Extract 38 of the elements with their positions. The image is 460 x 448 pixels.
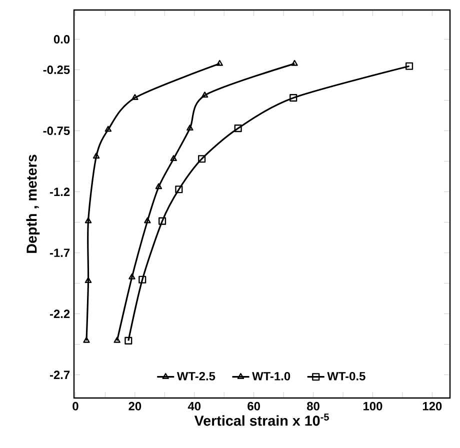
point [201,92,208,98]
point [198,155,206,163]
point [128,273,136,280]
y-tick-label: -0.75 [43,126,70,136]
point [186,124,194,131]
x-tick-label: 60 [248,402,260,410]
point [138,276,146,284]
point [124,336,132,344]
legend-label: WT-1.0 [252,372,290,380]
point [290,94,298,102]
point [144,217,151,224]
x-tick-label: 100 [364,402,382,410]
x-axis-title: Vertical strain x 10$^{-5}$ [194,414,329,426]
point [158,217,166,225]
point [84,217,92,224]
x-tick-label: 120 [422,402,442,410]
point [175,186,183,194]
y-axis-title: Depth , meters [26,154,40,253]
point [405,62,414,70]
point [234,124,242,132]
point [170,155,177,162]
y-tick-label: -2.7 [50,370,70,379]
point [132,94,138,100]
point [84,277,92,284]
x-tick-label: 20 [128,402,142,410]
point [92,152,100,159]
x-tick-label: 40 [188,402,201,410]
point [104,126,112,132]
y-tick-label: -0.25 [43,66,70,74]
y-tick-label: -2.2 [50,310,70,318]
y-tick-label: -1.2 [50,188,70,196]
x-tick-label: 80 [307,402,320,410]
x-tick-label: 0 [72,402,78,410]
legend-label: WT-0.5 [327,372,366,380]
legend-label: WT-2.5 [176,372,216,380]
point [155,183,162,190]
y-tick-label: 0.0 [54,35,70,44]
y-tick-label: -1.7 [50,248,70,257]
